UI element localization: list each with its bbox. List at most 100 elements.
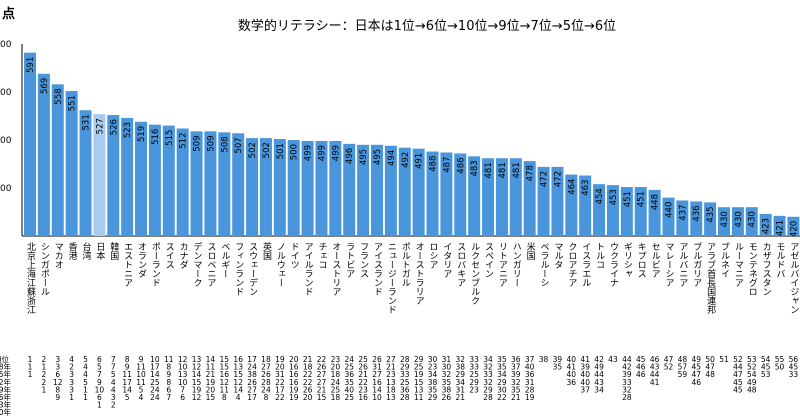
value-label: 499 <box>331 145 341 161</box>
rank-value: 27 <box>317 378 327 387</box>
rank-value: 4 <box>111 385 116 394</box>
rank-value: 26 <box>261 370 271 379</box>
rank-value: 25 <box>331 385 341 394</box>
rank-value: 11 <box>206 363 216 372</box>
rank-value: 3 <box>55 363 60 372</box>
rank-value: 21 <box>511 393 521 402</box>
rank-value: 27 <box>261 363 271 372</box>
rank-value: 10 <box>178 378 188 387</box>
bar <box>343 143 356 236</box>
rank-value: 37 <box>525 355 535 364</box>
rank-value: 11 <box>136 363 146 372</box>
rank-value: 38 <box>539 355 549 364</box>
value-label: 499 <box>317 145 327 161</box>
rank-value: 6 <box>97 355 102 364</box>
rank-value: 45 <box>789 363 799 372</box>
rank-value: 44 <box>733 363 743 372</box>
rank-value: 51 <box>719 355 729 364</box>
bar <box>273 139 286 236</box>
rank-value: 6 <box>55 370 60 379</box>
rank-value: 11 <box>136 378 146 387</box>
rank-value: 6 <box>97 393 102 402</box>
value-label: 481 <box>498 162 508 178</box>
rank-value: 19 <box>275 355 285 364</box>
rank-value: 23 <box>386 370 396 379</box>
bar <box>495 158 508 236</box>
value-label: 496 <box>345 148 355 164</box>
rank-value: 19 <box>206 378 216 387</box>
rank-value: 28 <box>400 355 410 364</box>
rank-value: 45 <box>761 363 771 372</box>
rank-value: 47 <box>705 363 715 372</box>
rank-value: 16 <box>220 370 230 379</box>
rank-value: 12 <box>192 393 202 402</box>
rank-value: 1 <box>83 393 88 402</box>
rank-value: 43 <box>594 378 604 387</box>
rank-value: 40 <box>567 370 577 379</box>
rank-value: 56 <box>789 355 799 364</box>
value-label: 472 <box>553 171 563 187</box>
rank-value: 23 <box>469 385 479 394</box>
rank-value: 44 <box>594 370 604 379</box>
bar <box>731 207 744 236</box>
rank-value: 45 <box>733 385 743 394</box>
rank-value: 8 <box>166 363 171 372</box>
rank-value: 29 <box>469 378 479 387</box>
rank-value: 11 <box>220 385 230 394</box>
bar <box>204 131 217 236</box>
rank-row-header: 12年 <box>0 377 12 387</box>
y-tick-label: 00 <box>0 136 12 146</box>
rank-value: 12 <box>233 378 243 387</box>
category-label: ドイツ <box>289 242 300 269</box>
category-label: アルバニア <box>677 242 688 287</box>
rank-value: 17 <box>275 385 285 394</box>
rank-value: 16 <box>289 378 299 387</box>
rank-value: 13 <box>386 393 396 402</box>
category-label: アラブ首長国連邦 <box>705 242 716 315</box>
category-label: 米国 <box>525 241 536 261</box>
rank-value: 1 <box>28 355 33 364</box>
rank-value: 16 <box>233 355 243 364</box>
value-label: 421 <box>776 220 786 236</box>
rank-value: 4 <box>111 378 116 387</box>
value-label: 435 <box>706 206 716 222</box>
value-label: 502 <box>262 142 272 158</box>
rank-value: 7 <box>97 370 102 379</box>
category-label: リトアニア <box>497 242 508 287</box>
rank-row-header: 順位 <box>0 354 9 364</box>
rank-value: 31 <box>372 363 382 372</box>
bar <box>398 147 411 236</box>
rank-value: 31 <box>275 370 285 379</box>
rank-value: 16 <box>372 378 382 387</box>
rank-value: 28 <box>622 393 632 402</box>
rank-value: 25 <box>344 393 354 402</box>
rank-value: 36 <box>400 385 410 394</box>
rank-value: 44 <box>622 355 632 364</box>
value-label: 531 <box>82 114 92 130</box>
rank-value: 16 <box>289 363 299 372</box>
value-label: 500 <box>290 144 300 160</box>
rank-value: 35 <box>553 363 563 372</box>
rank-value: 43 <box>608 355 618 364</box>
rank-value: 15 <box>414 378 424 387</box>
rank-value: 9 <box>125 363 130 372</box>
value-label: 495 <box>373 149 383 165</box>
rank-value: 36 <box>344 370 354 379</box>
bar <box>551 166 564 236</box>
value-label: 437 <box>678 204 688 220</box>
rank-value: 6 <box>180 393 185 402</box>
rank-value: 13 <box>233 363 243 372</box>
value-label: 436 <box>692 205 702 221</box>
bar <box>662 197 675 236</box>
rank-value: 19 <box>289 385 299 394</box>
rank-value: 35 <box>428 385 438 394</box>
rank-value: 22 <box>303 378 313 387</box>
rank-value: 7 <box>166 393 171 402</box>
bar <box>565 174 578 236</box>
rank-value: 32 <box>622 385 632 394</box>
bar <box>426 151 439 236</box>
category-label: アイルランド <box>303 242 314 296</box>
y-tick-label: 00 <box>0 40 12 50</box>
rank-row-header: 09年 <box>0 384 12 394</box>
rank-value: 2 <box>41 378 46 387</box>
